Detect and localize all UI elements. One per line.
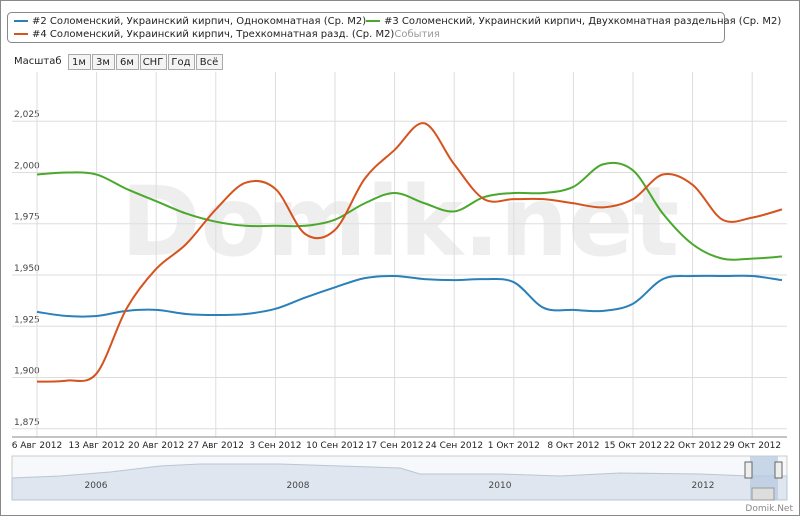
- y-tick-label: 1,875: [14, 418, 40, 428]
- x-tick-label: 24 Сен 2012: [425, 441, 483, 451]
- y-tick-label: 1,925: [14, 315, 40, 325]
- x-tick-label: 29 Окт 2012: [723, 441, 781, 451]
- zoom-button-label[interactable]: 6м: [120, 57, 134, 68]
- scrollbar-thumb[interactable]: [751, 487, 775, 501]
- navigator-handle[interactable]: [744, 461, 753, 479]
- zoom-button[interactable]: [140, 54, 167, 70]
- x-tick-label: 8 Окт 2012: [547, 441, 599, 451]
- x-tick-label: 1 Окт 2012: [488, 441, 540, 451]
- x-tick-label: 27 Авг 2012: [188, 441, 244, 451]
- series-line: [36, 161, 783, 261]
- zoom-button[interactable]: [196, 54, 223, 70]
- x-tick-label: 22 Окт 2012: [664, 441, 722, 451]
- zoom-button[interactable]: [116, 54, 139, 70]
- legend-label[interactable]: #3 Соломенский, Украинский кирпич, Двухк…: [384, 16, 781, 27]
- navigator-label: 2006: [85, 481, 108, 491]
- zoom-button-label[interactable]: Всё: [200, 57, 219, 68]
- legend-events[interactable]: События: [394, 29, 440, 40]
- zoom-button-label[interactable]: СНГ: [143, 57, 164, 68]
- zoom-label: Масштаб: [14, 56, 62, 67]
- zoom-button-label[interactable]: 3м: [96, 57, 110, 68]
- zoom-button[interactable]: [68, 54, 91, 70]
- legend-label[interactable]: #2 Соломенский, Украинский кирпич, Однок…: [32, 16, 366, 27]
- x-tick-label: 20 Авг 2012: [128, 441, 184, 451]
- series-line: [36, 274, 783, 318]
- legend-box: [7, 12, 725, 43]
- navigator-label: 2008: [287, 481, 310, 491]
- x-tick-label: 10 Сен 2012: [306, 441, 364, 451]
- x-tick-label: 3 Сен 2012: [249, 441, 301, 451]
- y-tick-label: 1,900: [14, 367, 40, 377]
- zoom-button[interactable]: [168, 54, 195, 70]
- x-tick-label: 6 Авг 2012: [12, 441, 63, 451]
- navigator-handle[interactable]: [774, 461, 783, 479]
- x-tick-label: 13 Авг 2012: [68, 441, 124, 451]
- zoom-button[interactable]: [92, 54, 115, 70]
- y-tick-label: 2,000: [14, 161, 40, 171]
- y-tick-label: 1,975: [14, 213, 40, 223]
- y-tick-label: 1,950: [14, 264, 40, 274]
- x-tick-label: 15 Окт 2012: [604, 441, 662, 451]
- legend-label[interactable]: #4 Соломенский, Украинский кирпич, Трехк…: [32, 29, 394, 40]
- zoom-button-label[interactable]: Год: [171, 57, 190, 68]
- zoom-button-label[interactable]: 1м: [72, 57, 86, 68]
- navigator-label: 2010: [489, 481, 512, 491]
- series-line: [36, 122, 783, 383]
- toolbar: Масштаб 1м 3м 6м СНГ Год Всё: [14, 54, 223, 70]
- credit[interactable]: Domik.Net: [745, 504, 793, 514]
- x-tick-label: 17 Сен 2012: [366, 441, 424, 451]
- y-tick-label: 2,025: [14, 110, 40, 120]
- navigator-label: 2012: [692, 481, 715, 491]
